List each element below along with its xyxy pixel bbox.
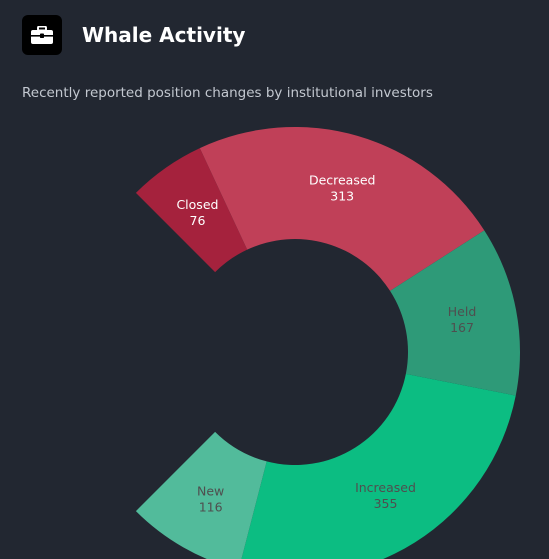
slice-closed[interactable]: [135, 148, 248, 273]
slice-label-category: Closed: [176, 197, 218, 212]
slice-label-category: Held: [448, 304, 477, 319]
slice-label-decreased: Decreased 313: [309, 173, 376, 204]
slice-label-category: New: [197, 484, 224, 499]
header-icon-box: [22, 15, 62, 55]
slice-label-value: 355: [374, 496, 398, 511]
slice-held[interactable]: [390, 230, 520, 396]
slice-label-closed: Closed 76: [176, 197, 218, 228]
slice-label-new: New 116: [197, 484, 224, 515]
slice-decreased[interactable]: [199, 127, 485, 291]
slice-new[interactable]: [135, 431, 267, 559]
page-title: Whale Activity: [82, 23, 246, 47]
page-subtitle: Recently reported position changes by in…: [22, 85, 433, 101]
slice-increased[interactable]: [239, 373, 516, 559]
slice-label-value: 313: [330, 189, 354, 204]
slice-label-category: Decreased: [309, 173, 376, 188]
slice-label-value: 116: [199, 500, 223, 515]
slice-label-held: Held 167: [448, 304, 477, 335]
briefcase-icon: [31, 26, 53, 44]
slice-label-category: Increased: [355, 480, 416, 495]
slice-label-increased: Increased 355: [355, 480, 416, 511]
slice-label-value: 167: [450, 320, 474, 335]
slice-label-value: 76: [190, 213, 206, 228]
